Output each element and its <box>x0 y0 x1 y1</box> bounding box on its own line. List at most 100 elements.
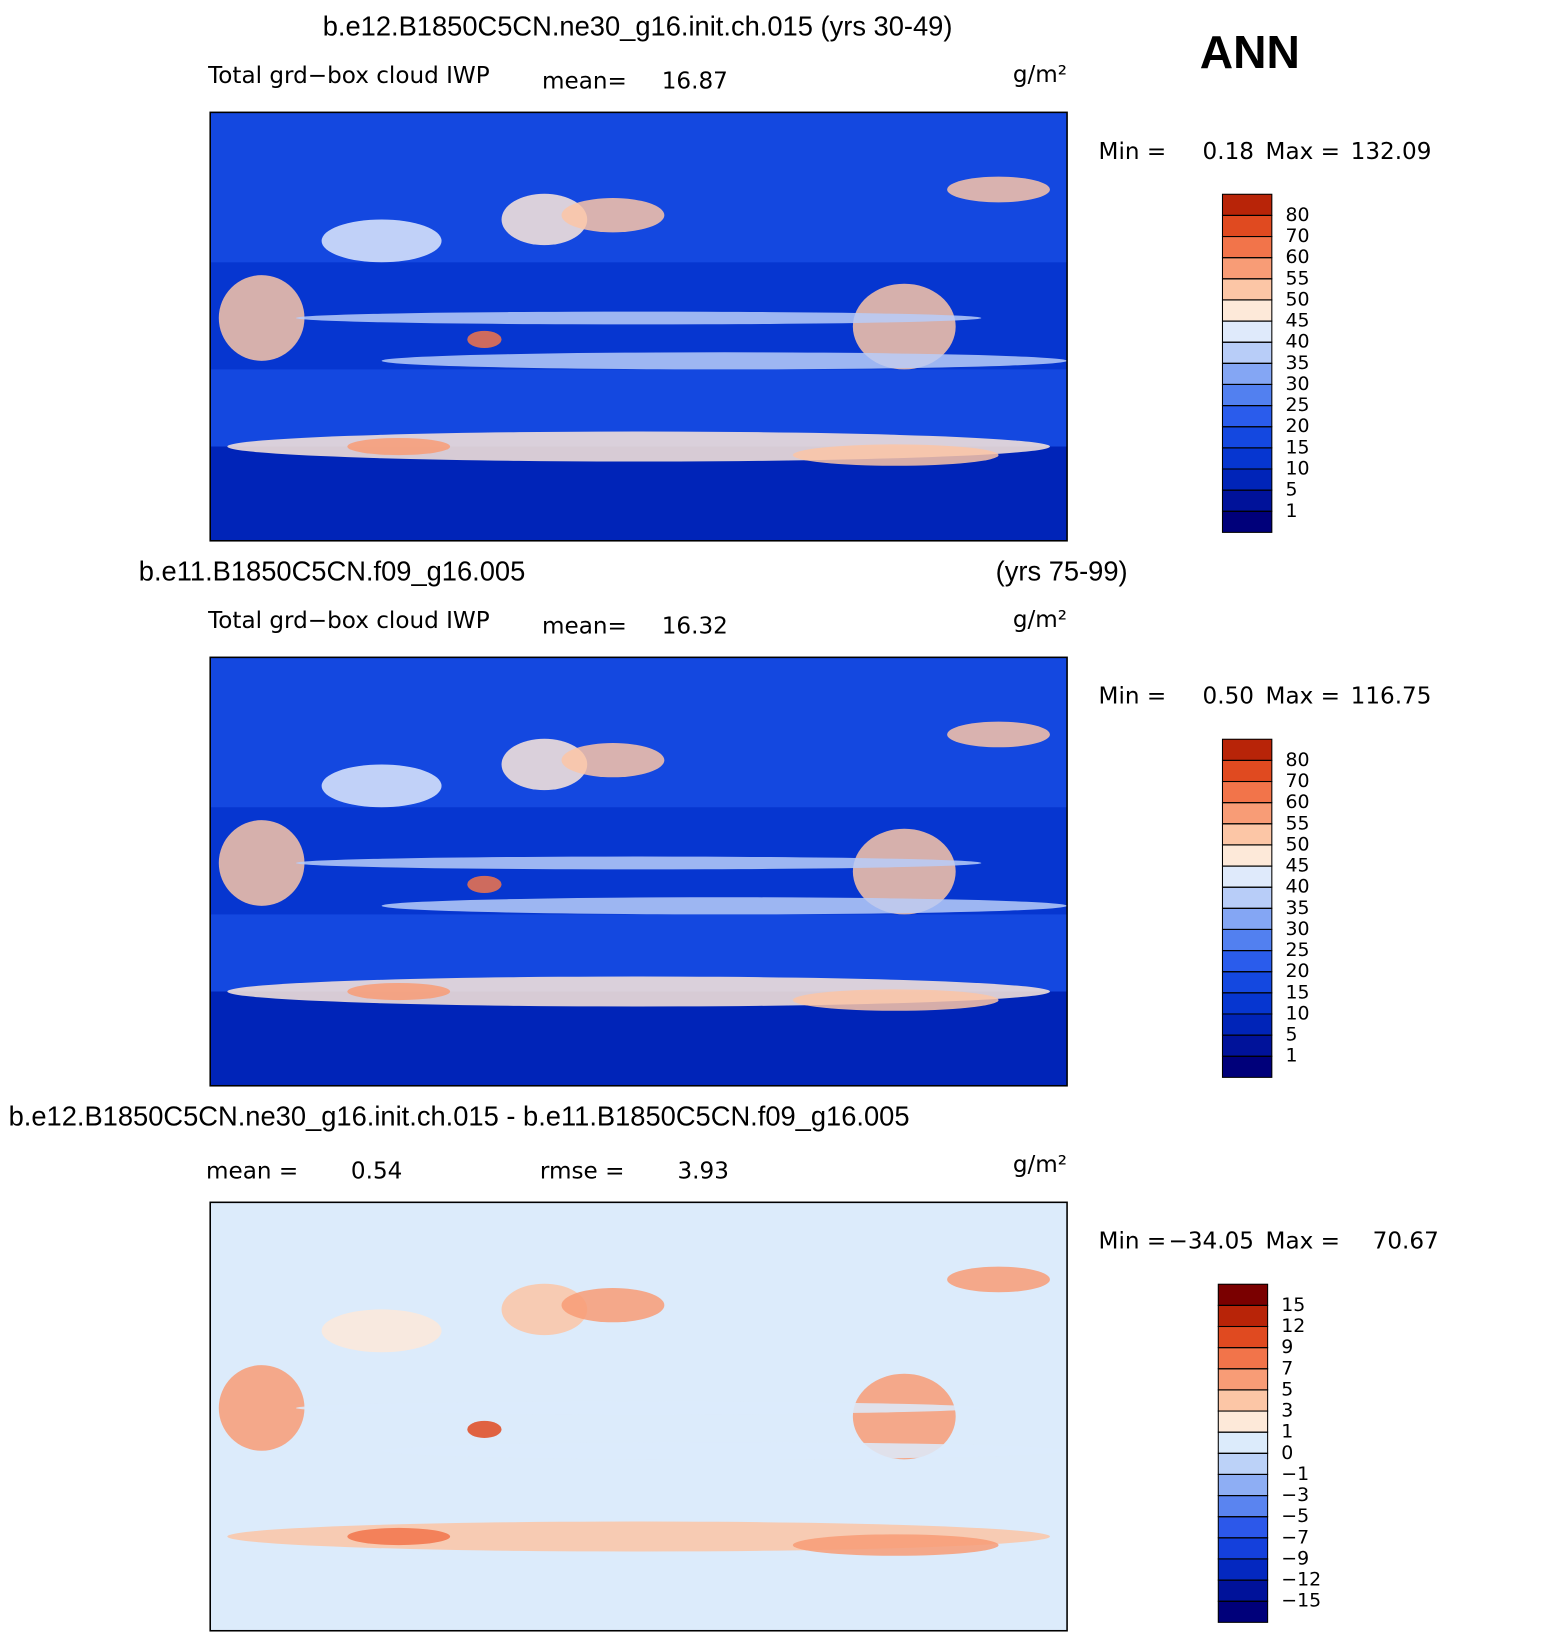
colorbar-label: −1 <box>1281 1463 1309 1485</box>
colorbar-box <box>1217 1389 1269 1412</box>
colorbar-box <box>1221 844 1273 867</box>
min-value: 0.50 <box>1203 684 1254 710</box>
colorbar-box <box>1221 907 1273 930</box>
map-feature <box>561 1288 665 1323</box>
colorbar-label: 45 <box>1285 855 1309 877</box>
colorbar-label: 1 <box>1285 1045 1297 1067</box>
max-value: 116.75 <box>1351 684 1432 710</box>
map-feature <box>347 437 451 456</box>
colorbar-box <box>1221 886 1273 909</box>
colorbar-box <box>1221 489 1273 512</box>
colorbar-label: 25 <box>1285 939 1309 961</box>
colorbar-label: 40 <box>1285 331 1309 353</box>
colorbar-box <box>1221 236 1273 259</box>
colorbar-box <box>1221 383 1273 407</box>
map-feature <box>381 1442 1068 1460</box>
map-feature <box>295 311 982 325</box>
colorbar-box <box>1217 1473 1269 1497</box>
map-feature <box>381 897 1068 915</box>
colorbar-box <box>1217 1410 1269 1433</box>
colorbar-box <box>1221 341 1273 364</box>
colorbar-label: 5 <box>1281 1378 1293 1400</box>
panel-label: ANN <box>1200 26 1300 78</box>
colorbar-label: 60 <box>1285 791 1309 813</box>
colorbar-label: 45 <box>1285 310 1309 332</box>
colorbar-label: 30 <box>1285 918 1309 940</box>
colorbar-box <box>1221 299 1273 322</box>
mean-label: mean = <box>206 1158 298 1184</box>
colorbar-box <box>1221 950 1273 973</box>
colorbar-label: 3 <box>1281 1400 1293 1422</box>
map-feature <box>218 275 305 361</box>
map-feature <box>852 283 956 370</box>
colorbar-label: 15 <box>1281 1294 1305 1316</box>
map-feature <box>218 1365 305 1451</box>
colorbar-label: −15 <box>1281 1590 1321 1612</box>
colorbar-label: −5 <box>1281 1505 1309 1527</box>
map-feature <box>467 330 502 348</box>
colorbar-box <box>1217 1537 1269 1560</box>
colorbar-label: 60 <box>1285 246 1309 268</box>
mean-value: 16.87 <box>662 68 728 94</box>
colorbar-label: 15 <box>1285 436 1309 458</box>
max-label: Max = <box>1266 684 1340 710</box>
colorbar-box <box>1221 780 1273 804</box>
colorbar-box <box>1217 1431 1269 1454</box>
colorbar-box <box>1217 1579 1269 1602</box>
mean-label: mean= <box>542 613 627 639</box>
colorbar-box <box>1221 468 1273 491</box>
variable-label: Total grd−box cloud IWP <box>207 608 490 634</box>
colorbar-box <box>1217 1558 1269 1581</box>
colorbar-box <box>1221 992 1273 1015</box>
map-feature <box>561 743 665 778</box>
colorbar-box <box>1221 738 1273 761</box>
map-field <box>210 657 1068 1086</box>
map-frame <box>209 656 1068 1087</box>
colorbar-box <box>1221 823 1273 846</box>
map-feature <box>501 738 588 791</box>
colorbar-label: 35 <box>1285 352 1309 374</box>
map-feature <box>947 1266 1050 1293</box>
colorbar-box <box>1217 1452 1269 1475</box>
colorbar-box <box>1221 1055 1273 1078</box>
colorbar-box <box>1221 320 1273 343</box>
colorbar-label: 0 <box>1281 1442 1293 1464</box>
units: g/m² <box>1013 1152 1067 1178</box>
map-feature <box>347 982 451 1001</box>
colorbar-box <box>1217 1347 1269 1370</box>
map <box>209 111 1068 542</box>
max-value: 132.09 <box>1351 139 1432 165</box>
max-value: 70.67 <box>1373 1229 1439 1255</box>
variable-label: Total grd−box cloud IWP <box>207 63 490 89</box>
colorbar-label: 20 <box>1285 415 1309 437</box>
colorbar-label: 9 <box>1281 1336 1293 1358</box>
colorbar-label: 12 <box>1281 1315 1305 1337</box>
colorbar-label: 10 <box>1285 457 1309 479</box>
colorbar-box <box>1221 865 1273 888</box>
colorbar-label: 55 <box>1285 267 1309 289</box>
colorbar-box <box>1217 1283 1269 1306</box>
map <box>209 656 1068 1087</box>
max-label: Max = <box>1266 1229 1340 1255</box>
colorbar-box <box>1221 257 1273 280</box>
map-feature <box>381 352 1068 370</box>
map-frame <box>209 1201 1068 1632</box>
colorbar-label: −3 <box>1281 1484 1309 1506</box>
map-field <box>210 112 1068 541</box>
chart-title-right: (yrs 75-99) <box>996 556 1128 587</box>
units: g/m² <box>1013 607 1067 633</box>
map-field <box>210 1202 1068 1631</box>
colorbar-box <box>1217 1304 1269 1328</box>
colorbar-box <box>1217 1368 1269 1391</box>
min-label: Min = <box>1099 139 1167 165</box>
colorbar-label: 30 <box>1285 373 1309 395</box>
colorbar-label: 55 <box>1285 812 1309 834</box>
colorbar-box <box>1221 802 1273 825</box>
colorbar-label: −9 <box>1281 1547 1309 1569</box>
rmse-label: rmse = <box>540 1158 625 1184</box>
map <box>209 1201 1068 1632</box>
map-feature <box>792 444 999 466</box>
map-feature <box>347 1527 451 1546</box>
